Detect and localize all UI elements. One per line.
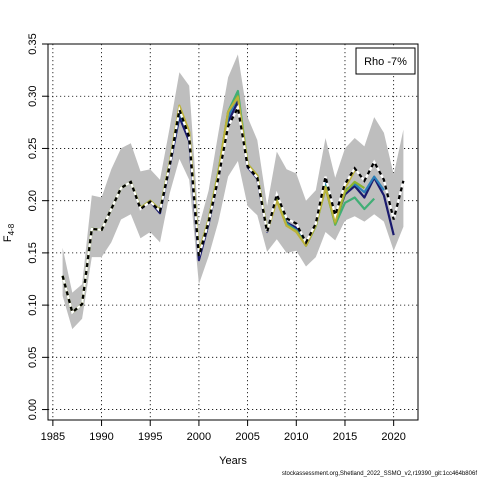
legend-box xyxy=(355,47,416,75)
y-tick-label: 0.30 xyxy=(27,85,39,106)
x-tick-label: 2005 xyxy=(235,431,259,443)
svg-text:F4-8: F4-8 xyxy=(2,223,16,242)
y-axis: 0.00 0.05 0.10 0.15 0.20 0.25 0.30 0.35 xyxy=(27,33,48,420)
series-lines xyxy=(61,89,405,315)
y-tick-label: 0.15 xyxy=(27,242,39,263)
x-tick-label: 2020 xyxy=(381,431,405,443)
x-tick-label: 1990 xyxy=(89,431,113,443)
reference-line-dashed xyxy=(61,104,405,315)
y-axis-title: F4-8 xyxy=(2,223,16,242)
x-tick-label: 2010 xyxy=(284,431,308,443)
legend-label: Rho -7% xyxy=(364,56,407,68)
x-axis-title: Years xyxy=(219,455,247,467)
y-tick-label: 0.10 xyxy=(27,294,39,315)
y-tick-label: 0.25 xyxy=(27,138,39,159)
y-axis-title-sub: 4-8 xyxy=(7,223,16,235)
plot-frame xyxy=(47,43,419,421)
y-tick-label: 0.00 xyxy=(27,399,39,420)
footer-credit: stockassessment.org,Shetland_2022_SSMO_v… xyxy=(281,471,477,477)
y-axis-title-main: F xyxy=(2,235,14,242)
y-tick-label: 0.20 xyxy=(27,190,39,211)
x-axis: 1985 1990 1995 2000 2005 2010 2015 2020 xyxy=(41,420,406,443)
y-tick-label: 0.35 xyxy=(27,33,39,54)
x-tick-label: 2015 xyxy=(333,431,357,443)
y-tick-label: 0.05 xyxy=(27,347,39,368)
x-tick-label: 1985 xyxy=(41,431,65,443)
legend: Rho -7% xyxy=(355,47,416,75)
x-tick-label: 1995 xyxy=(138,431,162,443)
x-tick-label: 2000 xyxy=(187,431,211,443)
